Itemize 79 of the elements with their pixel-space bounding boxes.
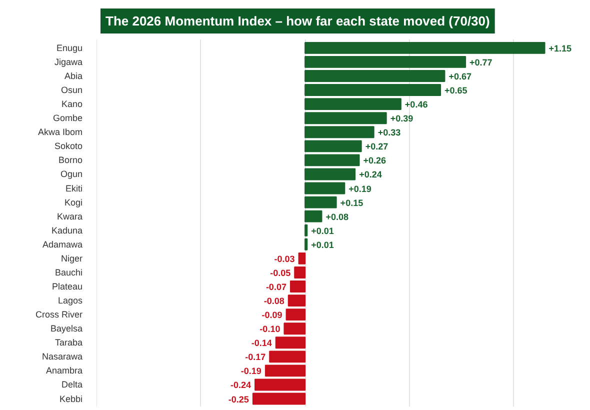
y-tick-label: Osun	[60, 85, 83, 96]
y-tick-label: Kaduna	[51, 225, 82, 236]
bar	[304, 224, 308, 236]
data-label: -0.09	[262, 310, 282, 320]
data-label: -0.10	[260, 324, 280, 334]
bar	[290, 280, 306, 292]
data-label: +0.46	[404, 100, 428, 110]
bar	[304, 210, 322, 222]
y-tick-label: Bauchi	[54, 267, 83, 278]
bar	[304, 56, 466, 68]
y-tick-label: Borno	[58, 155, 83, 166]
y-tick-label: Delta	[61, 380, 83, 390]
y-tick-label: Kwara	[56, 211, 83, 222]
data-label: +0.27	[365, 142, 388, 152]
data-label: -0.03	[274, 254, 295, 264]
bar	[304, 42, 546, 54]
bar	[275, 336, 306, 349]
bar	[288, 294, 306, 307]
y-tick-label: Lagos	[58, 296, 83, 306]
y-tick-label: Gombe	[52, 113, 82, 124]
bar	[304, 182, 346, 194]
bar	[304, 238, 308, 250]
data-label: +0.01	[311, 226, 334, 236]
data-label: +0.39	[390, 114, 414, 124]
bar	[304, 154, 360, 166]
data-label: +0.65	[444, 86, 468, 96]
bar	[304, 98, 402, 110]
chart-title: The 2026 Momentum Index – how far each state moved (70/30)	[106, 14, 490, 28]
data-label: -0.14	[251, 338, 272, 348]
bar	[252, 392, 306, 405]
bar	[294, 266, 306, 278]
data-label: +0.15	[340, 198, 364, 208]
data-label: +0.26	[363, 156, 386, 166]
data-label: +0.08	[326, 212, 348, 222]
bar	[286, 308, 306, 321]
y-tick-label: Ogun	[60, 169, 83, 180]
bar	[304, 126, 374, 138]
data-label: +0.19	[348, 184, 372, 194]
bar	[304, 168, 356, 180]
bar	[304, 140, 362, 152]
data-label: -0.19	[240, 366, 262, 376]
y-tick-label: Ekiti	[66, 183, 83, 194]
data-label: +0.24	[359, 170, 382, 180]
data-label: +0.77	[470, 57, 492, 68]
y-tick-label: Kebbi	[59, 394, 83, 404]
y-tick-label: Enugu	[56, 42, 83, 53]
y-tick-label: Niger	[60, 253, 83, 264]
data-label: -0.25	[228, 394, 249, 404]
data-label: +0.67	[448, 71, 472, 82]
bar	[284, 322, 306, 335]
y-tick-label: Sokoto	[54, 141, 83, 152]
bar	[298, 252, 306, 264]
data-label: +0.33	[378, 128, 401, 138]
bar	[304, 84, 442, 96]
bar	[264, 364, 306, 377]
data-label: -0.17	[245, 352, 266, 362]
y-tick-label: Jigawa	[54, 56, 82, 67]
bar	[269, 350, 306, 363]
data-label: +1.15	[548, 43, 572, 54]
y-tick-label: Taraba	[54, 338, 83, 348]
y-tick-label: Nasarawa	[42, 352, 83, 362]
y-tick-label: Akwa Ibom	[38, 127, 83, 138]
y-tick-label: Kogi	[64, 197, 82, 208]
data-label: -0.24	[230, 380, 252, 390]
data-label: -0.07	[266, 282, 286, 292]
bar	[254, 378, 306, 391]
bar	[304, 70, 446, 82]
y-tick-label: Kano	[61, 99, 83, 110]
y-tick-label: Abia	[64, 70, 82, 81]
y-tick-label: Anambra	[46, 366, 83, 376]
bar	[304, 112, 387, 124]
y-tick-label: Adamawa	[42, 239, 83, 250]
y-tick-label: Cross River	[35, 310, 83, 320]
data-label: -0.05	[270, 268, 291, 278]
y-tick-label: Plateau	[52, 282, 83, 292]
data-label: +0.01	[311, 240, 334, 250]
bar	[304, 196, 337, 208]
y-tick-label: Bayelsa	[50, 324, 83, 334]
data-label: -0.08	[264, 296, 284, 306]
